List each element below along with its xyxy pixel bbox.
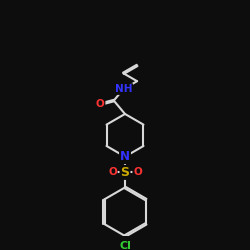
Text: O: O	[133, 168, 142, 177]
Text: Cl: Cl	[119, 241, 131, 250]
Text: NH: NH	[115, 84, 132, 94]
Text: S: S	[120, 166, 130, 179]
Text: O: O	[108, 168, 117, 177]
Text: O: O	[96, 99, 104, 109]
Text: N: N	[120, 150, 130, 163]
